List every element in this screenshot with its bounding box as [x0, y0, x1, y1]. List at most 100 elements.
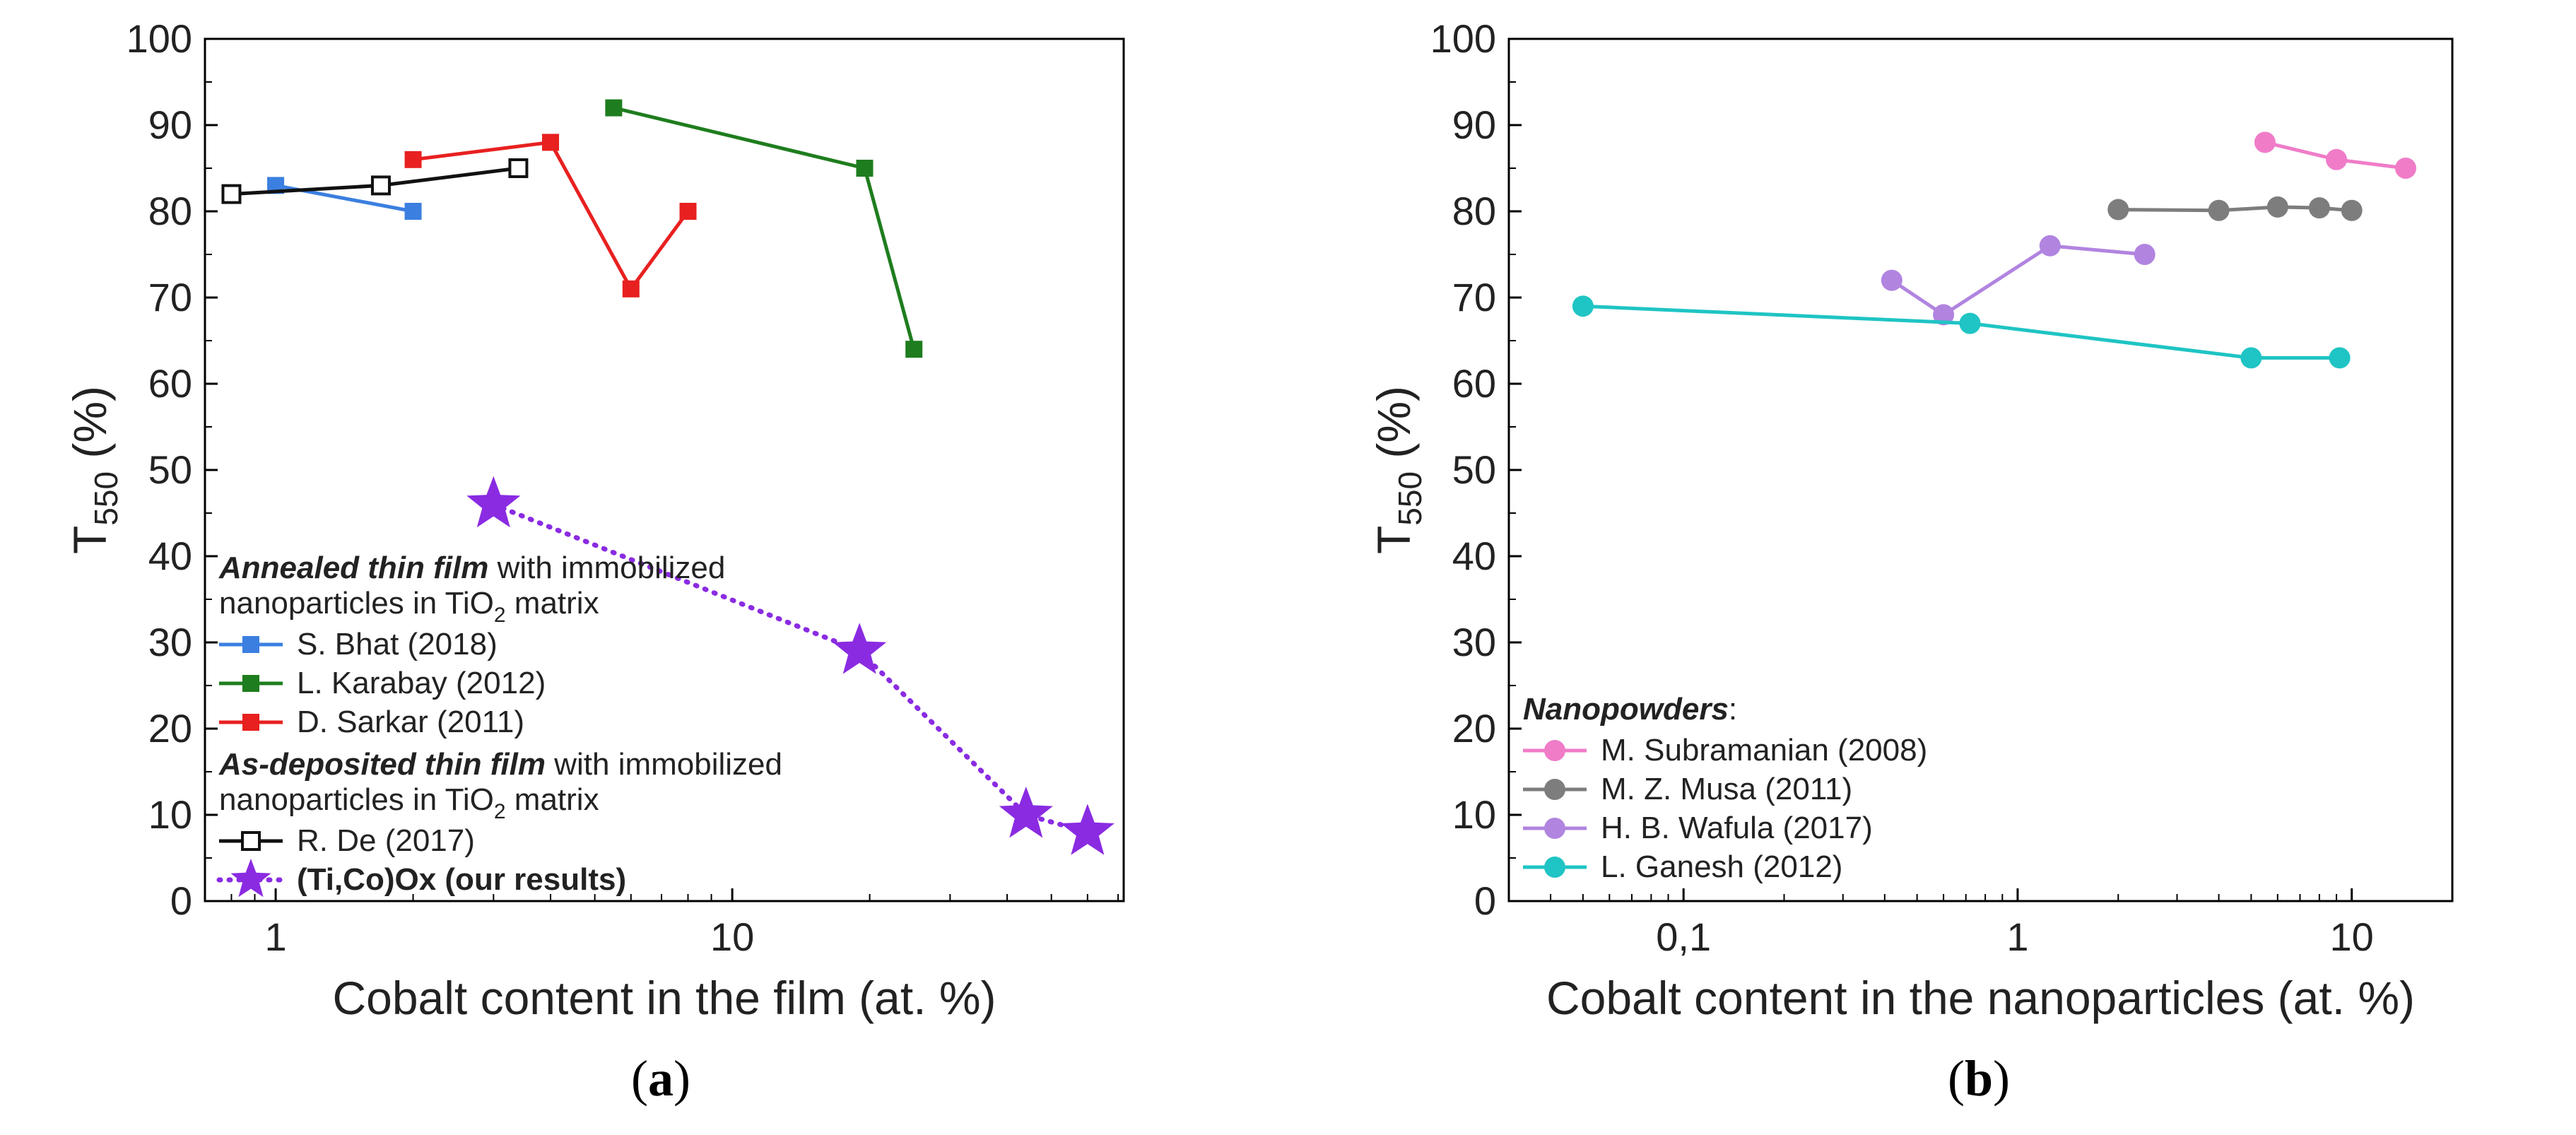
y-tick-label: 100	[127, 16, 192, 61]
y-axis-title: T550 (%)	[1368, 386, 1428, 554]
legend-group-subheading: nanoparticles in TiO2 matrix	[219, 586, 599, 627]
data-point	[221, 184, 242, 204]
y-tick-label: 40	[148, 534, 192, 578]
legend-label: M. Z. Musa (2011)	[1601, 772, 1852, 806]
data-point	[833, 623, 887, 674]
panel-label: (b)	[1948, 1050, 2010, 1107]
series-line	[613, 106, 916, 350]
data-point	[2341, 199, 2363, 221]
series-b-2	[1881, 235, 2156, 326]
y-tick-label: 0	[1474, 878, 1496, 923]
data-point	[999, 787, 1053, 838]
data-point	[1572, 295, 1594, 317]
y-axis-title: T550 (%)	[64, 386, 124, 554]
data-point	[2134, 244, 2156, 265]
data-point	[1959, 312, 1981, 334]
y-tick-label: 50	[148, 447, 192, 492]
data-point	[2266, 196, 2288, 218]
y-tick-label: 60	[148, 361, 192, 406]
x-axis-title: Cobalt content in the film (at. %)	[332, 972, 996, 1024]
legend-heading-emphasis: Annealed thin film	[218, 551, 488, 585]
legend-marker	[241, 831, 261, 851]
series-line	[1890, 244, 2145, 317]
legend-label: D. Sarkar (2011)	[297, 705, 524, 739]
y-tick-label: 10	[148, 792, 192, 837]
data-point	[1881, 269, 1902, 291]
y-tick-label: 10	[1452, 792, 1496, 837]
panel-label-close: )	[1993, 1050, 2010, 1107]
y-axis-title-unit: (%)	[1368, 386, 1420, 471]
y-axis-title-main: T	[64, 526, 116, 554]
data-point	[370, 175, 391, 196]
legend-heading: Nanopowders:	[1523, 692, 1737, 727]
y-axis-title-subscript: 550	[88, 471, 124, 526]
legend: Annealed thin film with immobilizednanop…	[216, 551, 782, 898]
legend-heading-rest: with immobilized	[488, 551, 725, 585]
data-point	[466, 476, 521, 528]
legend-subheading-post: matrix	[506, 586, 599, 621]
legend-group-subheading: nanoparticles in TiO2 matrix	[219, 782, 599, 823]
data-point	[1060, 804, 1114, 855]
legend-marker	[242, 636, 259, 653]
series-b-1	[2107, 196, 2363, 221]
legend-subheading-pre: nanoparticles in TiO	[219, 586, 494, 621]
x-tick-label: 10	[2330, 915, 2374, 959]
series-line	[1582, 304, 2340, 360]
legend: Nanopowders: M. Subramanian (2008) M. Z. M…	[1523, 692, 1927, 884]
data-point	[2394, 158, 2416, 179]
legend-group-heading: Annealed thin film with immobilized	[218, 551, 725, 585]
series-a-2	[404, 134, 697, 298]
legend-group-heading: As-deposited thin film with immobilized	[218, 747, 782, 782]
y-axis-title-unit: (%)	[64, 386, 116, 471]
legend-marker	[1544, 857, 1565, 878]
series-b-0	[2254, 131, 2416, 179]
legend-label: (Ti,Co)Ox (our results)	[297, 862, 626, 897]
legend-heading-emphasis: Nanopowders	[1523, 692, 1729, 727]
legend-heading-rest: :	[1729, 692, 1737, 727]
y-tick-label: 30	[148, 620, 192, 664]
legend-label: H. B. Wafula (2017)	[1601, 811, 1873, 845]
data-point	[856, 160, 874, 177]
x-tick-label: 1	[264, 915, 286, 959]
panel-label-letter: b	[1965, 1050, 1993, 1107]
y-tick-label: 80	[148, 189, 192, 233]
data-point	[404, 203, 422, 220]
series-a-4	[466, 476, 1114, 855]
legend-marker	[230, 859, 271, 898]
y-tick-label: 20	[1452, 706, 1496, 751]
legend-heading-emphasis: As-deposited thin film	[218, 747, 546, 782]
data-point	[1933, 304, 1955, 326]
legend-marker	[1544, 779, 1565, 800]
data-point	[542, 134, 560, 151]
data-point	[2107, 199, 2129, 220]
y-tick-label: 50	[1452, 447, 1496, 492]
legend-marker	[1544, 740, 1565, 761]
data-point	[508, 158, 529, 178]
legend-marker	[242, 675, 259, 692]
panel-label-open: (	[631, 1050, 648, 1107]
y-tick-label: 0	[170, 878, 192, 923]
y-axis-title-subscript: 550	[1392, 471, 1428, 526]
y-tick-label: 100	[1430, 16, 1496, 61]
data-point	[2254, 131, 2276, 153]
data-point	[2039, 235, 2061, 257]
legend-label: M. Subramanian (2008)	[1601, 733, 1927, 768]
y-tick-label: 60	[1452, 361, 1496, 406]
y-tick-label: 30	[1452, 620, 1496, 664]
data-point	[2326, 148, 2348, 170]
data-point	[2308, 197, 2330, 219]
series-a-3	[221, 158, 529, 204]
legend-subheading-sub: 2	[494, 604, 506, 627]
y-tick-label: 70	[148, 275, 192, 319]
y-tick-label: 20	[148, 706, 192, 751]
legend-label: R. De (2017)	[297, 823, 475, 858]
y-tick-label: 40	[1452, 534, 1496, 578]
panel-label-close: )	[674, 1050, 690, 1107]
data-point	[404, 151, 422, 168]
legend-label: L. Ganesh (2012)	[1601, 849, 1842, 884]
panel-label-open: (	[1948, 1050, 1965, 1107]
legend-subheading-post: matrix	[506, 782, 599, 817]
y-tick-label: 70	[1452, 275, 1496, 319]
